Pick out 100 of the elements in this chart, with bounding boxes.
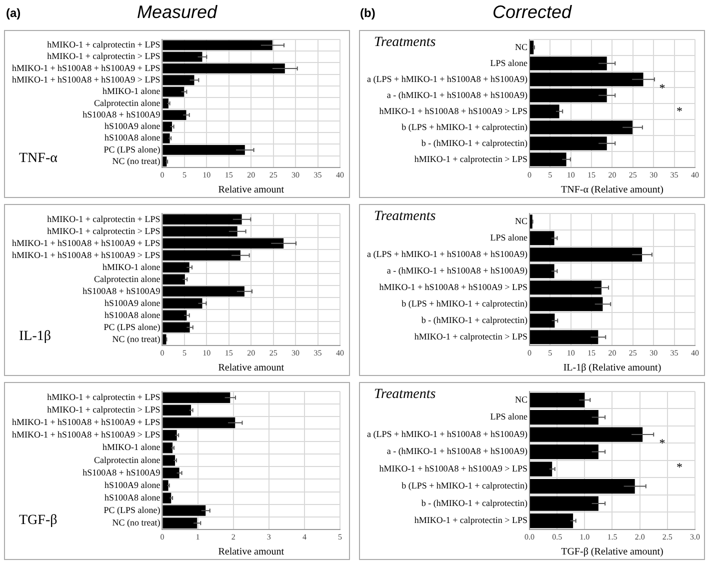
x-tick-label: 4 — [302, 532, 306, 542]
x-axis-title: IL-1β (Relative amount) — [563, 362, 662, 374]
y-tick-label: PC (LPS alone) — [104, 144, 160, 154]
bar — [162, 40, 272, 50]
y-tick-label: b (LPS + hMIKO-1 + calprotectin) — [402, 122, 528, 132]
x-tick-label: 5 — [548, 348, 552, 358]
y-tick-label: hMIKO-1 + calprotectin > LPS — [47, 404, 160, 415]
y-tick-label: hS100A8 + hS100A9 — [82, 286, 161, 296]
annotation: * — [659, 80, 666, 96]
y-tick-label: Calprotectin alone — [94, 98, 160, 108]
x-tick-label: 2.0 — [634, 532, 645, 542]
y-tick-label: hMIKO-1 + calprotectin + LPS — [47, 392, 160, 402]
bar — [530, 120, 633, 134]
x-tick-label: 0 — [160, 170, 164, 180]
y-tick-label: a - (hMIKO-1 + hS100A8 + hS100A9) — [386, 266, 528, 276]
text: TGF-β — [19, 513, 58, 529]
y-tick-label: hS100A8 alone — [104, 132, 160, 143]
x-tick-label: 25 — [269, 170, 278, 180]
bar — [530, 496, 598, 511]
x-tick-label: 30 — [292, 170, 300, 180]
x-tick-label: 1.0 — [580, 532, 590, 542]
x-tick-label: 0 — [527, 348, 532, 358]
bar — [162, 226, 238, 236]
x-tick-label: 35 — [670, 170, 678, 180]
y-tick-label: hMIKO-1 alone — [102, 442, 160, 452]
x-tick-label: 20 — [608, 170, 616, 180]
bar — [162, 334, 166, 344]
y-tick-label: hMIKO-1 + hS100A8 + hS100A9 > LPS — [12, 250, 160, 260]
y-tick-label: hMIKO-1 + hS100A8 + hS100A9 > LPS — [12, 430, 160, 440]
chart-title: Measured — [136, 2, 218, 22]
y-tick-label: NC (no treat) — [112, 334, 160, 344]
x-tick-label: 25 — [628, 170, 637, 180]
bar — [530, 297, 603, 312]
text: (a) — [6, 6, 21, 20]
y-tick-label: NC (no treat) — [112, 517, 160, 528]
x-tick-label: 35 — [314, 348, 322, 358]
x-axis-title: Relative amount — [218, 546, 284, 558]
text: Treatments — [374, 209, 436, 225]
bar — [530, 264, 554, 278]
y-tick-label: PC (LPS alone) — [104, 504, 160, 515]
x-tick-label: 25 — [628, 348, 637, 358]
bar — [162, 274, 185, 284]
bar — [530, 513, 574, 528]
y-tick-label: LPS alone — [490, 232, 528, 243]
y-tick-label: hS100A8 alone — [104, 310, 160, 320]
x-tick-label: 20 — [247, 348, 256, 358]
x-tick-label: 20 — [608, 348, 616, 358]
bar — [530, 248, 642, 262]
y-tick-label: hS100A8 + hS100A9 — [82, 109, 161, 120]
x-tick-label: 20 — [247, 170, 256, 180]
annotation: * — [659, 436, 666, 451]
x-tick-label: 0 — [160, 532, 164, 542]
bar — [530, 72, 644, 86]
bar — [530, 136, 607, 150]
y-tick-label: NC — [514, 42, 528, 52]
bar — [162, 214, 242, 224]
text: Treatments — [374, 387, 436, 403]
y-tick-label: LPS alone — [490, 58, 528, 68]
x-tick-label: 2.5 — [662, 532, 672, 542]
text: (b) — [360, 6, 376, 20]
bar — [530, 88, 607, 102]
x-tick-label: 5 — [548, 170, 552, 180]
bar — [530, 462, 552, 476]
y-tick-label: NC — [514, 216, 528, 226]
x-tick-label: 0 — [160, 348, 164, 358]
x-tick-label: 3.0 — [690, 532, 700, 542]
y-tick-label: a (LPS + hMIKO-1 + hS100A8 + hS100A9) — [366, 74, 528, 84]
y-tick-label: NC (no treat) — [112, 156, 160, 166]
y-tick-label: hS100A9 alone — [104, 121, 160, 132]
x-tick-label: 15 — [588, 348, 596, 358]
y-tick-label: PC (LPS alone) — [104, 322, 160, 332]
y-tick-label: hMIKO-1 + hS100A8 + hS100A9 > LPS — [379, 282, 528, 292]
y-tick-label: b (LPS + hMIKO-1 + calprotectin) — [402, 298, 528, 309]
x-tick-label: 3 — [266, 532, 271, 542]
x-tick-label: 40 — [691, 170, 699, 180]
y-tick-label: Calprotectin alone — [94, 454, 160, 465]
y-tick-label: hMIKO-1 + calprotectin + LPS — [47, 40, 160, 50]
x-tick-label: 35 — [670, 348, 678, 358]
bar — [530, 40, 534, 54]
x-tick-label: 10 — [566, 170, 575, 180]
bar — [530, 330, 598, 344]
x-axis-title: Relative amount — [218, 362, 284, 374]
bar — [162, 455, 176, 466]
y-tick-label: a (LPS + hMIKO-1 + hS100A8 + hS100A9) — [366, 249, 528, 260]
bar — [162, 298, 202, 308]
bar — [162, 417, 236, 428]
bar — [162, 262, 190, 272]
bar — [530, 427, 643, 442]
bar — [530, 231, 554, 246]
y-tick-label: hMIKO-1 + calprotectin > LPS — [414, 154, 528, 164]
y-tick-label: hMIKO-1 + hS100A8 + hS100A9 + LPS — [12, 238, 160, 248]
x-tick-label: 5 — [338, 532, 342, 542]
x-tick-label: 30 — [292, 348, 300, 358]
text: IL-1β — [19, 329, 51, 345]
x-tick-label: 30 — [650, 170, 658, 180]
x-tick-label: 10 — [202, 348, 211, 358]
bar — [162, 310, 187, 320]
x-tick-label: 2 — [231, 532, 236, 542]
bar — [162, 430, 177, 441]
x-tick-label: 25 — [269, 348, 278, 358]
